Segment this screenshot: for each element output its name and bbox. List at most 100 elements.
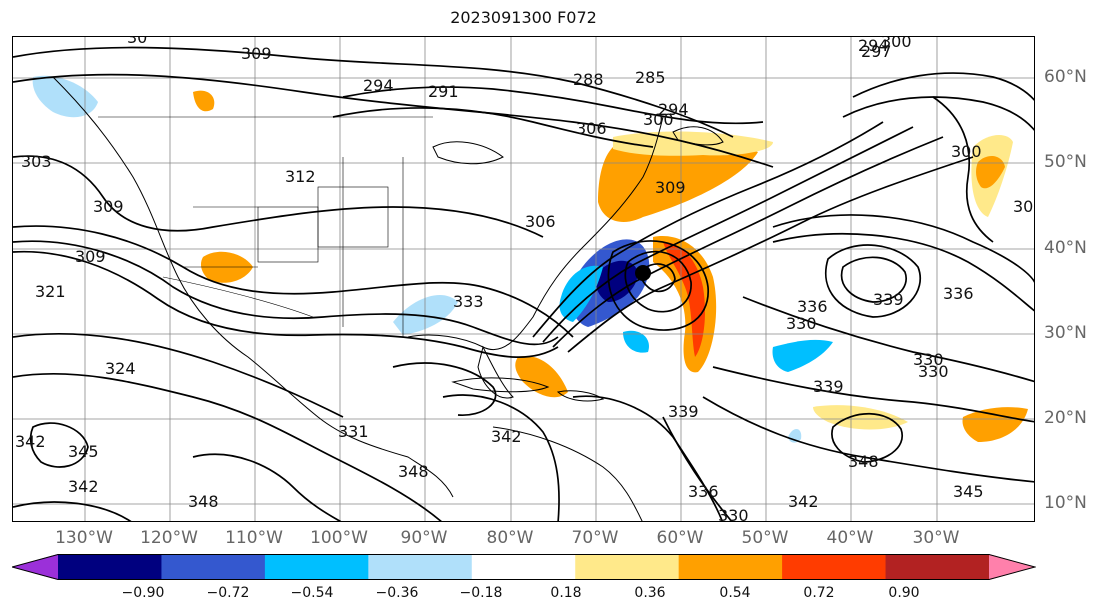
contour-label: 324 [105, 359, 136, 378]
contour-label: 288 [573, 70, 604, 89]
contour-label: 294 [363, 76, 394, 95]
contour-label: 342 [68, 477, 99, 496]
lon-label: 80°W [486, 528, 534, 548]
contour-label: 339 [813, 377, 844, 396]
colorbar-segment [58, 554, 162, 580]
contour-label: 330 [918, 362, 949, 381]
lon-label: 90°W [400, 528, 448, 548]
contour-label: 30 [127, 37, 147, 47]
contour-label: 348 [398, 462, 429, 481]
colorbar-segment [161, 554, 266, 580]
colorbar-extend-high [989, 554, 1035, 580]
colorbar-tick: 0.36 [634, 585, 666, 601]
contour-label: 294 [858, 37, 889, 55]
negative-shading-gulf [393, 294, 458, 335]
colorbar-tick: −0.54 [290, 585, 334, 601]
colorbar-tick: −0.90 [121, 585, 165, 601]
colorbar-segment [368, 554, 473, 580]
colorbar-segment [575, 554, 680, 580]
colorbar-extend-low [12, 554, 58, 580]
lon-label: 40°W [826, 528, 874, 548]
lon-label: 70°W [571, 528, 619, 548]
lon-label: 100°W [310, 528, 368, 548]
lon-label: 120°W [140, 528, 198, 548]
geopotential-contours [13, 46, 1034, 521]
contour-label: 294 [658, 100, 689, 119]
lon-label: 30°W [912, 528, 960, 548]
lon-label: 50°W [741, 528, 789, 548]
colorbar-segments [12, 554, 1035, 580]
contour-label: 309 [241, 44, 272, 63]
negative-shading-small [623, 330, 649, 353]
positive-shading-se [962, 407, 1028, 442]
contour-label: 348 [848, 452, 879, 471]
contour-label: 348 [188, 492, 219, 511]
contour-label: 339 [668, 402, 699, 421]
lon-label: 60°W [656, 528, 704, 548]
colorbar-tick: −0.18 [459, 585, 503, 601]
positive-shading-east-core [976, 155, 1005, 189]
positive-shading-nw [193, 90, 215, 112]
lat-label: 40°N [1044, 238, 1087, 258]
contour-label: 342 [15, 432, 46, 451]
contour-label: 309 [655, 178, 686, 197]
contour-label: 291 [428, 82, 459, 101]
contour-label: 300 [881, 37, 912, 51]
contour-label: 300 [643, 110, 674, 129]
contour-label: 342 [491, 427, 522, 446]
low-center-marker [635, 265, 651, 281]
map-panel: 30 309 294 291 288 285 297 294 300 306 3… [12, 36, 1035, 522]
positive-shading-carib [515, 356, 568, 398]
contour-label: 30 [1013, 197, 1033, 216]
colorbar [12, 554, 1036, 580]
contour-label: 297 [861, 42, 892, 61]
colorbar-tick: −0.36 [375, 585, 419, 601]
borders [98, 116, 433, 337]
lat-label: 30°N [1044, 323, 1087, 343]
colorbar-tick: 0.18 [550, 585, 582, 601]
contour-label: 285 [635, 68, 666, 87]
negative-shading-nw [32, 75, 98, 118]
colorbar-tick: −0.72 [206, 585, 250, 601]
contour-label: 342 [788, 492, 819, 511]
colorbar-segment [264, 554, 369, 580]
lon-label: 110°W [225, 528, 283, 548]
colorbar-tick: 0.72 [803, 585, 835, 601]
contour-label: 331 [338, 422, 369, 441]
negative-shading-core [596, 260, 638, 302]
colorbar-segment [782, 554, 887, 580]
contour-label: 330 [786, 314, 817, 333]
lat-label: 20°N [1044, 408, 1087, 428]
contour-label: 300 [951, 142, 982, 161]
colorbar-segment [471, 554, 576, 580]
lat-label: 10°N [1044, 493, 1087, 513]
contour-label: 345 [68, 442, 99, 461]
graticule [13, 37, 1034, 521]
contour-label: 336 [943, 284, 974, 303]
lon-label: 130°W [55, 528, 113, 548]
contour-label: 309 [75, 247, 106, 266]
contour-label: 309 [93, 197, 124, 216]
negative-shading [559, 265, 603, 322]
contour-label: 339 [873, 290, 904, 309]
map-title: 2023091300 F072 [450, 8, 597, 27]
contour-label: 330 [913, 350, 944, 369]
colorbar-outline [12, 554, 1036, 580]
contour-label: 330 [718, 506, 749, 522]
negative-shading-atlantic [772, 339, 833, 372]
contour-label: 336 [688, 482, 719, 501]
colorbar-tick: 0.54 [719, 585, 751, 601]
contour-label: 336 [797, 297, 828, 316]
contour-label: 306 [525, 212, 556, 231]
contour-labels: 30 309 294 291 288 285 297 294 300 306 3… [15, 37, 1033, 522]
colorbar-segment [885, 554, 990, 580]
colorbar-tick: 0.90 [888, 585, 920, 601]
colorbar-segment [678, 554, 783, 580]
shaded-field [32, 75, 1028, 443]
lat-label: 50°N [1044, 152, 1087, 172]
positive-shading-south [813, 405, 908, 430]
positive-shading-strong [663, 242, 706, 357]
contour-label: 303 [21, 152, 52, 171]
lat-label: 60°N [1044, 67, 1087, 87]
contour-label: 312 [285, 167, 316, 186]
